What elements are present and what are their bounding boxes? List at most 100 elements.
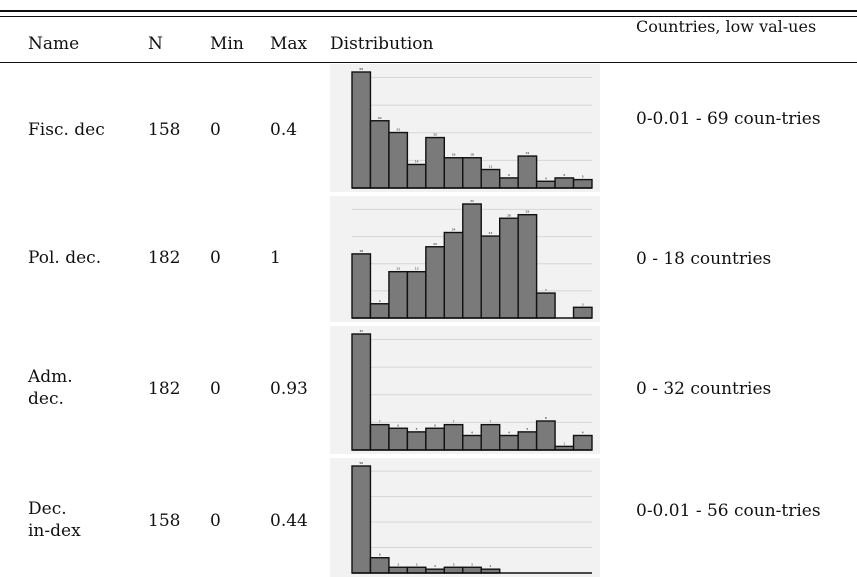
histogram-bar	[572, 178, 593, 189]
histogram-bar	[462, 434, 482, 451]
row1-histogram: 69 40 33 14 30 18 18 11 6 19 4 6 5	[330, 64, 600, 192]
row2-max: 1	[270, 248, 281, 268]
histogram-bar	[462, 566, 482, 574]
row4-min: 0	[210, 511, 221, 531]
histogram-bar	[388, 131, 409, 189]
bar-count-label: 8	[545, 416, 547, 420]
bar-count-label: 3	[397, 562, 399, 566]
row4-histogram: 56 8 3 3 2 3 3 2	[330, 458, 600, 577]
histogram-bar	[443, 566, 464, 574]
histogram-bar	[351, 71, 372, 189]
histogram-bar	[462, 203, 482, 319]
row2-low-values: 0 - 18 countries	[636, 249, 772, 269]
row3-low-values: 0 - 32 countries	[636, 379, 772, 399]
bar-count-label: 4	[379, 299, 381, 303]
histogram-bar	[369, 423, 390, 451]
bar-count-label: 4	[545, 176, 547, 180]
bar-count-label: 32	[359, 329, 363, 333]
histogram-bar	[517, 155, 538, 189]
histogram-bar	[498, 434, 519, 451]
header-name: Name	[28, 34, 80, 54]
row1-low-values: 0-0.01 - 69 coun-tries	[636, 109, 821, 129]
bar-count-label: 6	[397, 423, 399, 427]
row3-max: 0.93	[270, 379, 308, 399]
row1-n: 158	[148, 120, 181, 140]
histogram-bar	[517, 213, 538, 319]
row3-min: 0	[210, 379, 221, 399]
bar-count-label: 5	[526, 427, 528, 431]
bar-count-label: 6	[563, 173, 565, 177]
bar-count-label: 2	[490, 564, 492, 568]
histogram-bar	[535, 292, 556, 319]
bar-count-label: 29	[525, 210, 529, 214]
bar-count-label: 6	[434, 423, 436, 427]
histogram-bar	[462, 157, 482, 189]
histogram-bar	[480, 168, 501, 189]
histogram-bar	[554, 177, 575, 189]
bar-count-label: 40	[378, 116, 382, 120]
bar-count-label: 3	[582, 302, 584, 306]
histogram-bar	[480, 423, 501, 451]
histogram-bar	[388, 566, 409, 574]
row2-n: 182	[148, 248, 181, 268]
histogram-bar	[498, 217, 519, 319]
histogram-bar	[535, 420, 556, 451]
histogram-bar	[406, 431, 427, 451]
header-max: Max	[270, 34, 308, 54]
row1-name: Fisc. dec	[28, 120, 105, 140]
histogram-bar	[498, 177, 519, 189]
bar-count-label: 7	[490, 420, 492, 424]
histogram-bar	[425, 136, 446, 189]
bar-count-label: 11	[489, 165, 493, 169]
bar-count-label: 3	[416, 562, 418, 566]
bar-count-label: 23	[489, 231, 493, 235]
histogram-bar	[406, 270, 427, 319]
histogram-bar	[517, 431, 538, 451]
bar-count-label: 4	[582, 431, 584, 435]
bar-count-label: 13	[415, 267, 419, 271]
histogram-bar	[388, 427, 409, 451]
bar-count-label: 13	[396, 267, 400, 271]
bar-count-label: 18	[470, 153, 474, 157]
histogram-bar	[351, 253, 372, 319]
header-low-values: Countries, low val-ues	[636, 17, 817, 36]
header-distribution: Distribution	[330, 34, 434, 54]
row4-n: 158	[148, 511, 181, 531]
histogram-bar	[480, 235, 501, 319]
histogram-bar	[369, 557, 390, 574]
bar-count-label: 7	[453, 420, 455, 424]
histogram-bar	[535, 180, 556, 189]
histogram-bar	[351, 465, 372, 574]
histogram-bar	[572, 306, 593, 319]
histogram-bar	[351, 333, 372, 451]
histogram-bar	[443, 423, 464, 451]
bar-count-label: 69	[359, 67, 363, 71]
histogram-bar	[369, 120, 390, 189]
bar-count-label: 3	[453, 562, 455, 566]
row2-min: 0	[210, 248, 221, 268]
row4-low-values: 0-0.01 - 56 coun-tries	[636, 501, 821, 521]
row1-min: 0	[210, 120, 221, 140]
bar-count-label: 19	[525, 151, 529, 155]
bar-count-label: 5	[416, 427, 418, 431]
bar-count-label: 8	[379, 553, 381, 557]
row3-n: 182	[148, 379, 181, 399]
row1-max: 0.4	[270, 120, 298, 140]
bar-count-label: 24	[452, 228, 456, 232]
row4-max: 0.44	[270, 511, 308, 531]
bar-count-label: 1	[563, 441, 565, 445]
bar-count-label: 3	[471, 562, 473, 566]
histogram-bar	[425, 427, 446, 451]
bar-count-label: 14	[415, 159, 419, 163]
bar-count-label: 7	[545, 288, 547, 292]
histogram-bar	[425, 246, 446, 319]
header-rule	[0, 62, 857, 63]
histogram-bar	[572, 434, 593, 451]
row2-histogram: 18 4 13 13 20 24 32 23 28 29 7 3	[330, 196, 600, 322]
bar-count-label: 2	[434, 564, 436, 568]
bar-count-label: 4	[508, 431, 510, 435]
header-n: N	[148, 34, 163, 54]
histogram-bar	[443, 157, 464, 189]
row3-name: Adm. dec.	[28, 367, 73, 409]
top-rule-thick	[0, 10, 857, 12]
